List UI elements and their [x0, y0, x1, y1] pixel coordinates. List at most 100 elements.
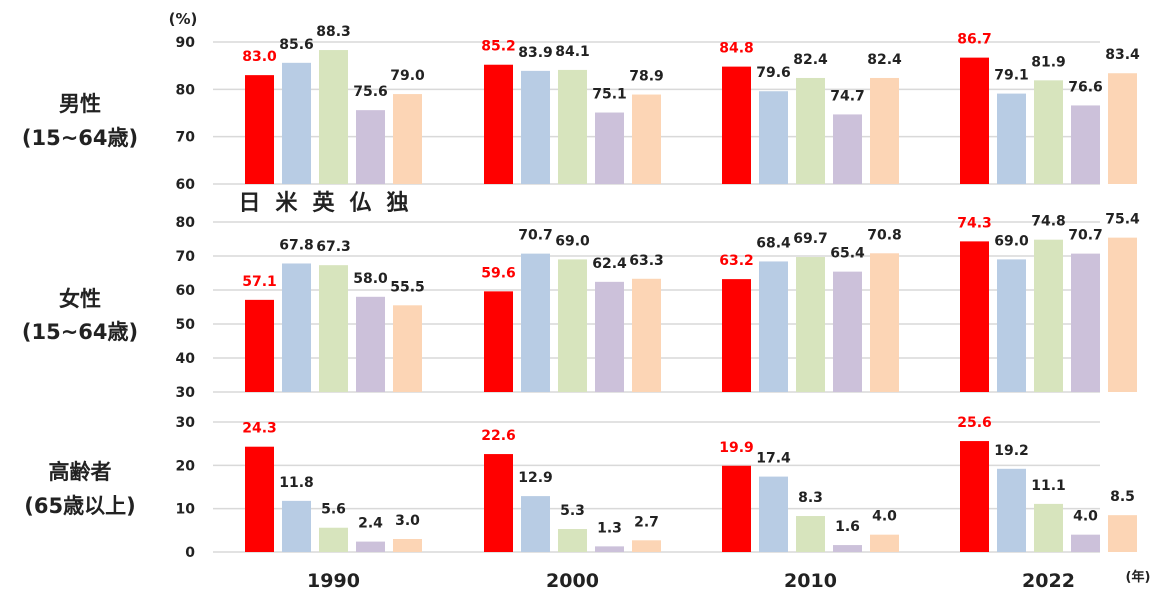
data-label: 74.8 — [1031, 214, 1066, 230]
data-label: 79.1 — [994, 68, 1029, 84]
bar-日-2000 — [484, 454, 513, 552]
bar-日-1990 — [245, 299, 274, 392]
bar-独-2010 — [870, 534, 899, 552]
data-label: 63.2 — [719, 253, 754, 269]
x-category-label: 2022 — [1022, 570, 1075, 589]
bar-仏-2022 — [1071, 253, 1100, 392]
bar-米-2022 — [997, 468, 1026, 552]
data-label: 83.0 — [242, 49, 277, 65]
data-label: 4.0 — [872, 509, 897, 525]
y-tick-label: 40 — [176, 351, 196, 367]
data-label: 78.9 — [629, 69, 664, 85]
row-label: 女性 — [59, 287, 101, 311]
y-tick-label: 70 — [176, 130, 196, 146]
data-label: 59.6 — [481, 265, 516, 281]
bar-日-2022 — [960, 241, 989, 392]
data-label: 74.7 — [830, 88, 865, 104]
data-label: 70.8 — [867, 227, 902, 243]
data-label: 85.2 — [481, 39, 516, 55]
data-label: 82.4 — [867, 52, 902, 68]
bar-仏-2010 — [833, 545, 862, 552]
bar-米-2000 — [521, 70, 550, 184]
data-label: 84.1 — [555, 44, 590, 60]
legend-label: 英 — [312, 191, 335, 216]
data-label: 24.3 — [242, 421, 277, 437]
y-tick-label: 50 — [176, 317, 196, 333]
data-label: 67.3 — [316, 239, 351, 255]
data-label: 12.9 — [518, 470, 553, 486]
bar-日-2010 — [722, 465, 751, 552]
x-category-label: 1990 — [307, 570, 360, 589]
data-label: 85.6 — [279, 37, 314, 53]
row-label: 高齢者 — [49, 460, 112, 484]
bar-仏-2000 — [595, 281, 624, 392]
bar-英-2010 — [796, 77, 825, 184]
bar-仏-2022 — [1071, 105, 1100, 184]
data-label: 3.0 — [395, 513, 420, 529]
bar-米-2022 — [997, 259, 1026, 392]
bar-米-2010 — [759, 476, 788, 552]
bar-米-2022 — [997, 93, 1026, 184]
y-tick-label: 90 — [176, 35, 196, 51]
bar-独-2000 — [632, 94, 661, 184]
bar-日-2000 — [484, 64, 513, 184]
row-label: (65歳以上) — [24, 494, 135, 518]
data-label: 75.1 — [592, 87, 627, 103]
data-label: 58.0 — [353, 271, 388, 287]
data-label: 83.4 — [1105, 47, 1140, 63]
bar-英-2010 — [796, 516, 825, 552]
data-label: 25.6 — [957, 415, 992, 431]
data-label: 88.3 — [316, 24, 351, 40]
y-tick-label: 0 — [185, 545, 195, 561]
data-label: 11.1 — [1031, 478, 1066, 494]
y-tick-label: 80 — [176, 215, 196, 231]
bar-日-2010 — [722, 279, 751, 392]
data-label: 57.1 — [242, 274, 277, 290]
bar-米-1990 — [282, 62, 311, 184]
bar-独-2022 — [1108, 73, 1137, 184]
data-label: 69.0 — [994, 233, 1029, 249]
bar-独-2000 — [632, 540, 661, 552]
bar-仏-2010 — [833, 114, 862, 184]
bar-仏-2000 — [595, 112, 624, 184]
data-label: 4.0 — [1073, 509, 1098, 525]
row-label: (15~64歳) — [22, 320, 138, 344]
bar-仏-2000 — [595, 546, 624, 552]
y-tick-label: 20 — [176, 458, 196, 474]
legend-label: 仏 — [349, 191, 371, 216]
x-axis-unit: (年) — [1126, 569, 1151, 585]
data-label: 79.6 — [756, 65, 791, 81]
bar-米-1990 — [282, 263, 311, 392]
bar-英-2000 — [558, 69, 587, 184]
y-tick-label: 60 — [176, 283, 196, 299]
bar-米-2000 — [521, 496, 550, 552]
bar-米-1990 — [282, 500, 311, 552]
data-label: 11.8 — [279, 475, 314, 491]
data-label: 83.9 — [518, 45, 553, 61]
data-label: 55.5 — [390, 279, 425, 295]
data-label: 84.8 — [719, 41, 754, 57]
bar-英-2010 — [796, 257, 825, 392]
bar-米-2010 — [759, 261, 788, 392]
bar-独-2022 — [1108, 237, 1137, 392]
bar-日-2022 — [960, 57, 989, 185]
bar-仏-2010 — [833, 271, 862, 392]
data-label: 17.4 — [756, 451, 791, 467]
row-label: 男性 — [59, 92, 101, 116]
data-label: 70.7 — [518, 228, 553, 244]
bar-英-2000 — [558, 529, 587, 552]
y-tick-label: 30 — [176, 415, 196, 431]
data-label: 5.3 — [560, 503, 585, 519]
data-label: 74.3 — [957, 215, 992, 231]
legend-label: 独 — [386, 191, 408, 216]
bar-日-1990 — [245, 75, 274, 184]
legend-label: 米 — [275, 191, 298, 216]
data-label: 62.4 — [592, 256, 627, 272]
data-label: 2.7 — [634, 514, 659, 530]
bar-米-2000 — [521, 253, 550, 392]
data-label: 67.8 — [279, 237, 314, 253]
data-label: 1.6 — [835, 519, 860, 535]
bar-仏-1990 — [356, 541, 385, 552]
bar-独-2010 — [870, 77, 899, 184]
